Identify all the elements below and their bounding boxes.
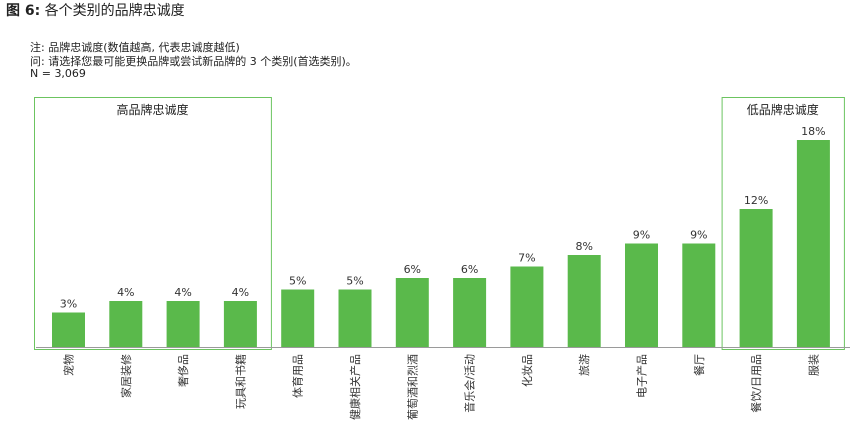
bar — [796, 140, 830, 347]
value-label: 3% — [60, 298, 77, 311]
value-label: 7% — [518, 252, 535, 265]
category-label: 旅游 — [577, 354, 591, 376]
bar — [109, 301, 143, 347]
group-box-title: 高品牌忠诚度 — [116, 102, 188, 117]
note-line: 注: 品牌忠诚度(数值越高, 代表忠诚度越低) — [30, 41, 240, 54]
category-label: 健康相关产品 — [348, 354, 362, 420]
value-label: 18% — [801, 125, 825, 138]
value-label: 6% — [461, 263, 478, 276]
bar — [166, 301, 200, 347]
category-label: 化妆品 — [520, 354, 534, 387]
figure-title: 图 6: 各个类别的品牌忠诚度 — [6, 0, 185, 20]
value-label: 6% — [404, 263, 421, 276]
category-label: 电子产品 — [635, 354, 649, 398]
value-label: 8% — [575, 240, 592, 253]
value-label: 9% — [690, 229, 707, 242]
value-label: 9% — [633, 229, 650, 242]
bars — [52, 140, 830, 347]
bar — [625, 243, 658, 347]
category-label: 体育用品 — [291, 354, 305, 398]
group-box — [34, 97, 272, 350]
value-labels: 3% 4% 4% 4% 5% 5% 6% 6% 7% 8% 9% 9% 12% 18% — [60, 125, 826, 311]
bar — [223, 301, 257, 347]
group-box-title: 低品牌忠诚度 — [747, 102, 819, 117]
value-label: 5% — [346, 275, 363, 288]
figure-number: 图 6: — [6, 3, 41, 19]
group-boxes: 高品牌忠诚度 低品牌忠诚度 — [34, 97, 845, 350]
category-label: 餐饮/日用品 — [749, 354, 763, 413]
question-line: 问: 请选择您最可能更换品牌或尝试新品牌的 3 个类别(首选类别)。 — [30, 55, 357, 68]
value-label: 5% — [289, 275, 306, 288]
category-label: 家居装修 — [119, 354, 133, 398]
bar — [52, 312, 85, 347]
category-label: 玩具和书籍 — [233, 354, 247, 409]
category-label: 音乐会/活动 — [463, 354, 477, 413]
category-label: 葡萄酒和烈酒 — [405, 354, 419, 420]
category-label: 奢侈品 — [176, 354, 190, 387]
value-label: 4% — [232, 286, 249, 299]
bar — [567, 255, 601, 347]
bar — [395, 278, 429, 347]
bar — [510, 266, 544, 347]
category-labels: 宠物 家居装修 奢侈品 玩具和书籍 体育用品 健康相关产品 葡萄酒和烈酒 音乐会/活动 化妆品 旅… — [62, 354, 821, 420]
bar — [281, 289, 315, 347]
group-box — [721, 97, 845, 350]
category-label: 服装 — [807, 354, 820, 376]
value-label: 4% — [117, 286, 134, 299]
value-label: 12% — [744, 194, 768, 207]
bar — [338, 289, 372, 347]
bar — [739, 209, 773, 347]
category-label: 餐厅 — [692, 354, 706, 376]
category-label: 宠物 — [62, 354, 76, 376]
bar — [453, 278, 487, 347]
value-label: 4% — [174, 286, 191, 299]
figure-title-text: 各个类别的品牌忠诚度 — [44, 3, 185, 19]
sample-size: N = 3,069 — [30, 67, 86, 80]
bar — [682, 243, 716, 347]
